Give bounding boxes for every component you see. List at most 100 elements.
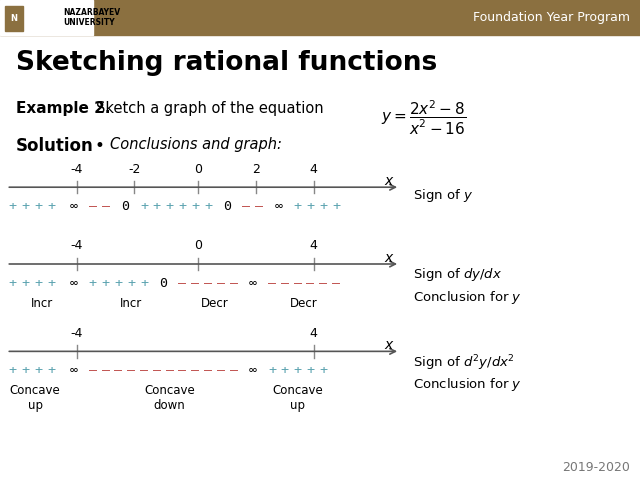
Text: Example 2.: Example 2.: [16, 101, 111, 116]
Text: Conclusions and graph:: Conclusions and graph:: [110, 137, 282, 152]
Text: Sketch a graph of the equation: Sketch a graph of the equation: [96, 101, 324, 116]
Text: +: +: [127, 276, 135, 290]
Text: +: +: [332, 200, 340, 213]
Text: -4: -4: [70, 240, 83, 252]
Text: Sketching rational functions: Sketching rational functions: [16, 50, 437, 76]
Bar: [0, 0, 640, 35]
Text: +: +: [47, 276, 55, 290]
Text: 0: 0: [223, 200, 231, 213]
Text: +: +: [22, 200, 29, 213]
Text: –: –: [102, 364, 109, 377]
Bar: [0, 0, 93, 35]
Text: +: +: [140, 276, 148, 290]
Text: +: +: [102, 276, 109, 290]
Text: +: +: [35, 200, 42, 213]
Text: 0: 0: [195, 163, 202, 176]
Text: Concave
up: Concave up: [10, 384, 61, 412]
Text: –: –: [102, 200, 109, 213]
Text: N: N: [11, 14, 17, 23]
Text: –: –: [179, 276, 186, 290]
Text: Incr: Incr: [31, 297, 52, 310]
Text: –: –: [204, 276, 212, 290]
Text: Solution: Solution: [16, 137, 93, 155]
Text: –: –: [204, 364, 212, 377]
Text: 4: 4: [310, 240, 317, 252]
Text: –: –: [166, 364, 173, 377]
Text: +: +: [47, 364, 55, 377]
Text: –: –: [127, 364, 135, 377]
Text: +: +: [319, 200, 327, 213]
Text: 0: 0: [159, 276, 167, 290]
Text: +: +: [153, 200, 161, 213]
Text: +: +: [115, 276, 122, 290]
Text: –: –: [230, 276, 237, 290]
Text: –: –: [217, 364, 225, 377]
Text: NAZARBAYEV
UNIVERSITY: NAZARBAYEV UNIVERSITY: [63, 8, 120, 27]
Text: –: –: [191, 364, 199, 377]
Text: Concave
down: Concave down: [144, 384, 195, 412]
Text: +: +: [281, 364, 289, 377]
Text: ∞: ∞: [70, 200, 77, 213]
Text: -4: -4: [70, 163, 83, 176]
Text: –: –: [153, 364, 161, 377]
Text: +: +: [294, 200, 301, 213]
Text: –: –: [307, 276, 314, 290]
Text: 0: 0: [195, 240, 202, 252]
Text: +: +: [9, 364, 17, 377]
Text: –: –: [179, 364, 186, 377]
Text: -2: -2: [128, 163, 141, 176]
Text: $y = \dfrac{2x^2 - 8}{x^2 - 16}$: $y = \dfrac{2x^2 - 8}{x^2 - 16}$: [381, 98, 466, 137]
Text: –: –: [332, 276, 340, 290]
Text: 2019-2020: 2019-2020: [563, 461, 630, 474]
Text: –: –: [89, 364, 97, 377]
Text: Foundation Year Program: Foundation Year Program: [474, 11, 630, 24]
Text: +: +: [35, 364, 42, 377]
Text: –: –: [255, 200, 263, 213]
Text: Concave
up: Concave up: [272, 384, 323, 412]
Text: –: –: [281, 276, 289, 290]
Text: +: +: [35, 276, 42, 290]
Text: $x$: $x$: [384, 174, 395, 188]
Text: 4: 4: [310, 163, 317, 176]
Text: +: +: [166, 200, 173, 213]
Text: 0: 0: [121, 200, 129, 213]
Text: –: –: [115, 364, 122, 377]
Text: +: +: [9, 200, 17, 213]
Text: +: +: [22, 364, 29, 377]
Text: -4: -4: [70, 327, 83, 340]
Text: Sign of $y$: Sign of $y$: [413, 187, 473, 204]
Text: –: –: [191, 276, 199, 290]
Text: +: +: [22, 276, 29, 290]
Text: +: +: [179, 200, 186, 213]
Text: Conclusion for $y$: Conclusion for $y$: [413, 376, 522, 393]
Text: ∞: ∞: [70, 276, 77, 290]
Text: Sign of $d^2y/dx^2$: Sign of $d^2y/dx^2$: [413, 354, 515, 373]
Text: –: –: [268, 276, 276, 290]
Text: –: –: [294, 276, 301, 290]
Text: –: –: [230, 364, 237, 377]
Text: Sign of $dy/dx$: Sign of $dy/dx$: [413, 266, 502, 283]
Text: ∞: ∞: [275, 200, 282, 213]
Text: –: –: [89, 200, 97, 213]
Text: +: +: [307, 200, 314, 213]
Text: +: +: [47, 200, 55, 213]
Text: –: –: [243, 200, 250, 213]
Text: +: +: [294, 364, 301, 377]
Text: 2: 2: [252, 163, 260, 176]
Text: +: +: [191, 200, 199, 213]
Text: –: –: [140, 364, 148, 377]
Bar: [5, 6, 23, 31]
Text: Incr: Incr: [120, 297, 142, 310]
Text: 4: 4: [310, 327, 317, 340]
Text: ∞: ∞: [249, 276, 257, 290]
Text: +: +: [307, 364, 314, 377]
Text: •: •: [95, 137, 104, 155]
Text: Decr: Decr: [290, 297, 318, 310]
Text: +: +: [319, 364, 327, 377]
Text: –: –: [319, 276, 327, 290]
Text: +: +: [204, 200, 212, 213]
Text: Decr: Decr: [200, 297, 228, 310]
Text: ∞: ∞: [249, 364, 257, 377]
Text: ∞: ∞: [70, 364, 77, 377]
Text: +: +: [268, 364, 276, 377]
